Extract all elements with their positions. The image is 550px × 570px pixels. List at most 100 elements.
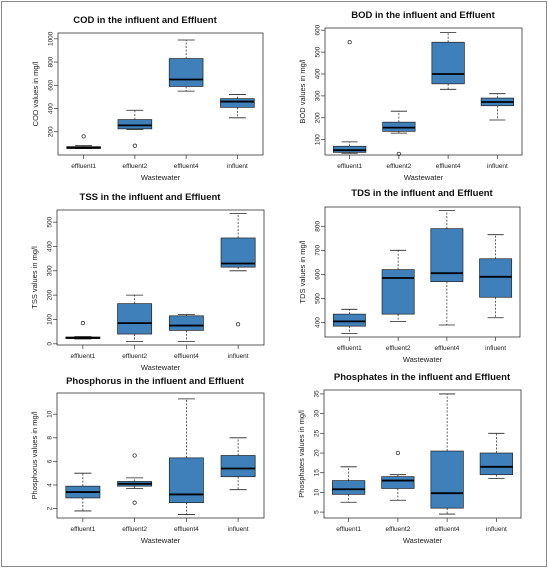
box-effluent1 xyxy=(66,134,101,150)
chart-panel-3: TSS in the influent and Effluent 0 100 200 3… xyxy=(30,192,265,372)
x-tick-label: influent xyxy=(227,163,248,170)
box-effluent2 xyxy=(382,110,416,156)
box-influent xyxy=(220,94,255,119)
y-axis-label: BOD values in mg/l xyxy=(298,59,307,124)
y-tick-label: 100 xyxy=(315,134,322,145)
chart-panel-6: Phosphates in the influent and Effluent 5… xyxy=(297,372,522,545)
y-tick-label: 4 xyxy=(47,483,54,487)
box-influent xyxy=(479,234,513,319)
iqr-box xyxy=(431,41,465,85)
y-tick-label: 5 xyxy=(314,510,321,514)
iqr-box xyxy=(168,457,204,504)
box-influent xyxy=(220,437,256,491)
y-tick-label: 10 xyxy=(47,410,54,418)
chart-title: Phosphates in the influent and Effluent xyxy=(334,372,511,383)
y-tick-label: 2 xyxy=(47,506,54,510)
y-tick-label: 600 xyxy=(315,269,322,280)
box-effluent2 xyxy=(117,294,153,342)
iqr-box xyxy=(220,98,255,108)
y-tick-label: 400 xyxy=(315,68,322,79)
iqr-box xyxy=(381,476,415,489)
x-tick-label: influent xyxy=(228,526,249,533)
y-tick-label: 500 xyxy=(315,293,322,304)
plot-area xyxy=(324,206,521,338)
box-effluent2 xyxy=(381,249,415,322)
x-tick-label: effluent2 xyxy=(386,345,411,352)
y-tick-label: 600 xyxy=(315,24,322,35)
iqr-box xyxy=(220,455,256,478)
x-tick-label: effluent2 xyxy=(386,163,411,170)
y-tick-label: 300 xyxy=(47,265,54,276)
x-tick-label: influent xyxy=(487,163,508,170)
y-tick-label: 400 xyxy=(315,317,322,328)
box-effluent4 xyxy=(168,398,204,515)
x-tick-label: effluent4 xyxy=(174,526,199,533)
box-effluent2 xyxy=(381,450,415,501)
outlier-point xyxy=(395,450,400,456)
box-influent xyxy=(220,213,256,327)
box-effluent1 xyxy=(65,321,101,340)
outlier-point xyxy=(347,40,352,45)
y-tick-label: 300 xyxy=(315,90,322,101)
y-axis-label: TDS values in mg/l xyxy=(298,240,307,303)
y-tick-label: 25 xyxy=(314,429,321,437)
y-tick-label: 15 xyxy=(314,469,321,477)
y-tick-label: 600 xyxy=(48,79,55,90)
x-tick-label: effluent2 xyxy=(385,526,410,533)
y-tick-label: 10 xyxy=(314,488,321,496)
chart-panel-5: Phosphorus in the influent and Effluent 2… xyxy=(30,376,265,545)
x-tick-label: influent xyxy=(486,526,507,533)
outlier-point xyxy=(132,143,137,148)
x-tick-label: effluent1 xyxy=(70,526,95,533)
plot-area xyxy=(56,392,265,519)
x-tick-label: effluent1 xyxy=(337,345,362,352)
x-axis-label: Wastewater xyxy=(403,355,443,364)
x-tick-label: effluent2 xyxy=(122,353,147,360)
y-tick-label: 400 xyxy=(48,103,55,114)
box-effluent1 xyxy=(332,466,366,503)
x-axis-label: Wastewater xyxy=(141,363,181,372)
x-tick-label: effluent2 xyxy=(122,526,147,533)
y-tick-label: 0 xyxy=(47,342,54,346)
chart-panel-4: TDS in the influent and Effluent 400 500 60… xyxy=(298,188,521,364)
outlier-point xyxy=(236,322,241,327)
iqr-box xyxy=(168,58,204,87)
outlier-point xyxy=(396,151,401,156)
chart-title: TDS in the influent and Effluent xyxy=(351,188,493,199)
box-effluent1 xyxy=(333,40,367,154)
box-effluent1 xyxy=(65,472,101,512)
x-tick-label: effluent1 xyxy=(337,163,362,170)
iqr-box xyxy=(479,452,513,476)
y-tick-label: 8 xyxy=(47,436,54,440)
outlier-point xyxy=(132,500,137,505)
plot-area xyxy=(57,32,264,156)
x-tick-label: effluent1 xyxy=(336,526,361,533)
y-tick-label: 800 xyxy=(48,56,55,67)
box-influent xyxy=(479,432,513,480)
iqr-box xyxy=(332,480,366,495)
x-axis-label: Wastewater xyxy=(404,173,444,182)
y-tick-label: 20 xyxy=(314,449,321,457)
y-tick-label: 400 xyxy=(47,241,54,252)
y-tick-label: 700 xyxy=(315,245,322,256)
box-effluent4 xyxy=(430,210,464,326)
x-tick-label: effluent2 xyxy=(122,163,147,170)
x-axis-label: Wastewater xyxy=(141,173,181,182)
x-axis-label: Wastewater xyxy=(403,536,443,545)
y-tick-label: 100 xyxy=(47,314,54,325)
y-axis-label: Phosphates values in mg/l xyxy=(297,410,306,498)
iqr-box xyxy=(430,450,464,509)
y-tick-label: 35 xyxy=(314,390,321,398)
plot-area xyxy=(323,389,522,519)
x-tick-label: influent xyxy=(485,345,506,352)
y-tick-label: 800 xyxy=(315,220,322,231)
box-effluent4 xyxy=(430,393,464,515)
x-axis-label: Wastewater xyxy=(141,536,181,545)
chart-title: COD in the influent and Effluent xyxy=(73,15,217,26)
iqr-box xyxy=(117,303,153,335)
plot-area xyxy=(56,209,265,346)
y-axis-label: Phosphorus values in mg/l xyxy=(30,411,39,499)
iqr-box xyxy=(117,119,153,130)
x-tick-label: effluent4 xyxy=(434,345,459,352)
iqr-box xyxy=(220,237,256,268)
